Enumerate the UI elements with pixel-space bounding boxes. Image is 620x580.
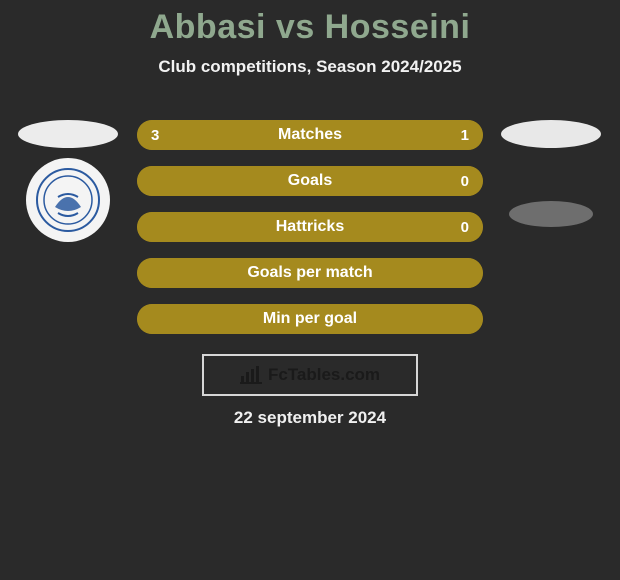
stat-bar-row: Goals per match: [137, 258, 483, 288]
club-crest-icon: [35, 167, 101, 233]
player-left-avatar-placeholder: [18, 120, 118, 148]
subtitle: Club competitions, Season 2024/2025: [0, 57, 620, 77]
watermark-badge: FcTables.com: [202, 354, 418, 396]
watermark-text: FcTables.com: [268, 365, 380, 385]
bar-label: Goals: [137, 166, 483, 196]
bar-value-right: 1: [461, 120, 469, 150]
stat-bar-row: Min per goal: [137, 304, 483, 334]
stat-bar-row: Matches3 1: [137, 120, 483, 150]
date-text: 22 september 2024: [0, 408, 620, 428]
page-title: Abbasi vs Hosseini: [0, 0, 620, 47]
bar-label: Hattricks: [137, 212, 483, 242]
player-right-club-badge: [509, 158, 593, 242]
bar-value-right: 0: [461, 212, 469, 242]
bar-value-left: 3: [151, 120, 159, 150]
bar-value-right: 0: [461, 166, 469, 196]
bar-label: Min per goal: [137, 304, 483, 334]
player-right-avatar-placeholder: [501, 120, 601, 148]
stat-bar-row: Goals0: [137, 166, 483, 196]
stat-bar-row: Hattricks0: [137, 212, 483, 242]
player-left-club-badge: [26, 158, 110, 242]
player-left-column: [10, 120, 125, 242]
bar-label: Matches: [137, 120, 483, 150]
player-right-club-placeholder: [509, 201, 593, 227]
bar-chart-icon: [240, 366, 262, 384]
player-right-column: [493, 120, 608, 242]
comparison-infographic: Abbasi vs Hosseini Club competitions, Se…: [0, 0, 620, 580]
club-badge-inner: [33, 165, 103, 235]
stat-bars: Matches31Goals0Hattricks0Goals per match…: [137, 120, 483, 350]
bar-label: Goals per match: [137, 258, 483, 288]
